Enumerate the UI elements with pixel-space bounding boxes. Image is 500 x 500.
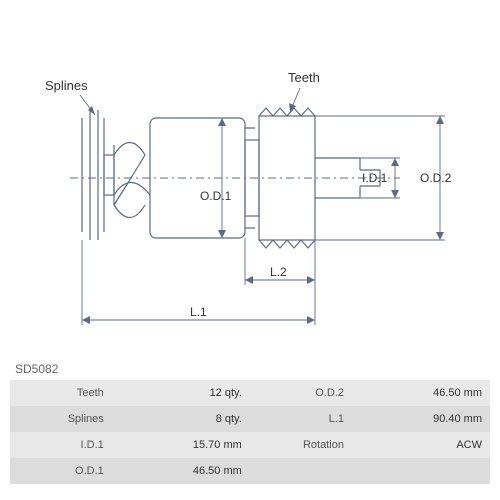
spec-key: O.D.1 xyxy=(10,458,112,484)
spec-val: 46.50 mm xyxy=(112,458,250,484)
id1-dim: I.D.1 xyxy=(362,171,388,185)
table-row: I.D.115.70 mmRotationACW xyxy=(10,432,490,458)
od1-dim: O.D.1 xyxy=(200,189,232,203)
l2-dim: L.2 xyxy=(270,265,287,279)
spec-val: 90.40 mm xyxy=(352,406,490,432)
l1-dim: L.1 xyxy=(190,305,207,319)
od2-dim: O.D.2 xyxy=(420,171,452,185)
spec-val: 12 qty. xyxy=(112,380,250,406)
table-row: O.D.146.50 mm xyxy=(10,458,490,484)
technical-drawing: Splines Teeth xyxy=(0,0,500,360)
table-row: Splines8 qty.L.190.40 mm xyxy=(10,406,490,432)
spec-key xyxy=(250,458,352,484)
part-code: SD5082 xyxy=(15,362,58,376)
spec-val: 15.70 mm xyxy=(112,432,250,458)
drawing-svg: O.D.1 I.D.1 O.D.2 L.2 L.1 xyxy=(0,0,500,360)
spec-val: 46.50 mm xyxy=(352,380,490,406)
teeth-label: Teeth xyxy=(288,70,320,85)
spec-val: ACW xyxy=(352,432,490,458)
spec-key: Splines xyxy=(10,406,112,432)
spec-table: Teeth12 qty.O.D.246.50 mmSplines8 qty.L.… xyxy=(10,380,490,484)
spec-key: L.1 xyxy=(250,406,352,432)
spec-key: O.D.2 xyxy=(250,380,352,406)
spec-key: Teeth xyxy=(10,380,112,406)
spec-key: I.D.1 xyxy=(10,432,112,458)
spec-val xyxy=(352,458,490,484)
spec-val: 8 qty. xyxy=(112,406,250,432)
spec-key: Rotation xyxy=(250,432,352,458)
splines-label: Splines xyxy=(45,78,88,93)
table-row: Teeth12 qty.O.D.246.50 mm xyxy=(10,380,490,406)
